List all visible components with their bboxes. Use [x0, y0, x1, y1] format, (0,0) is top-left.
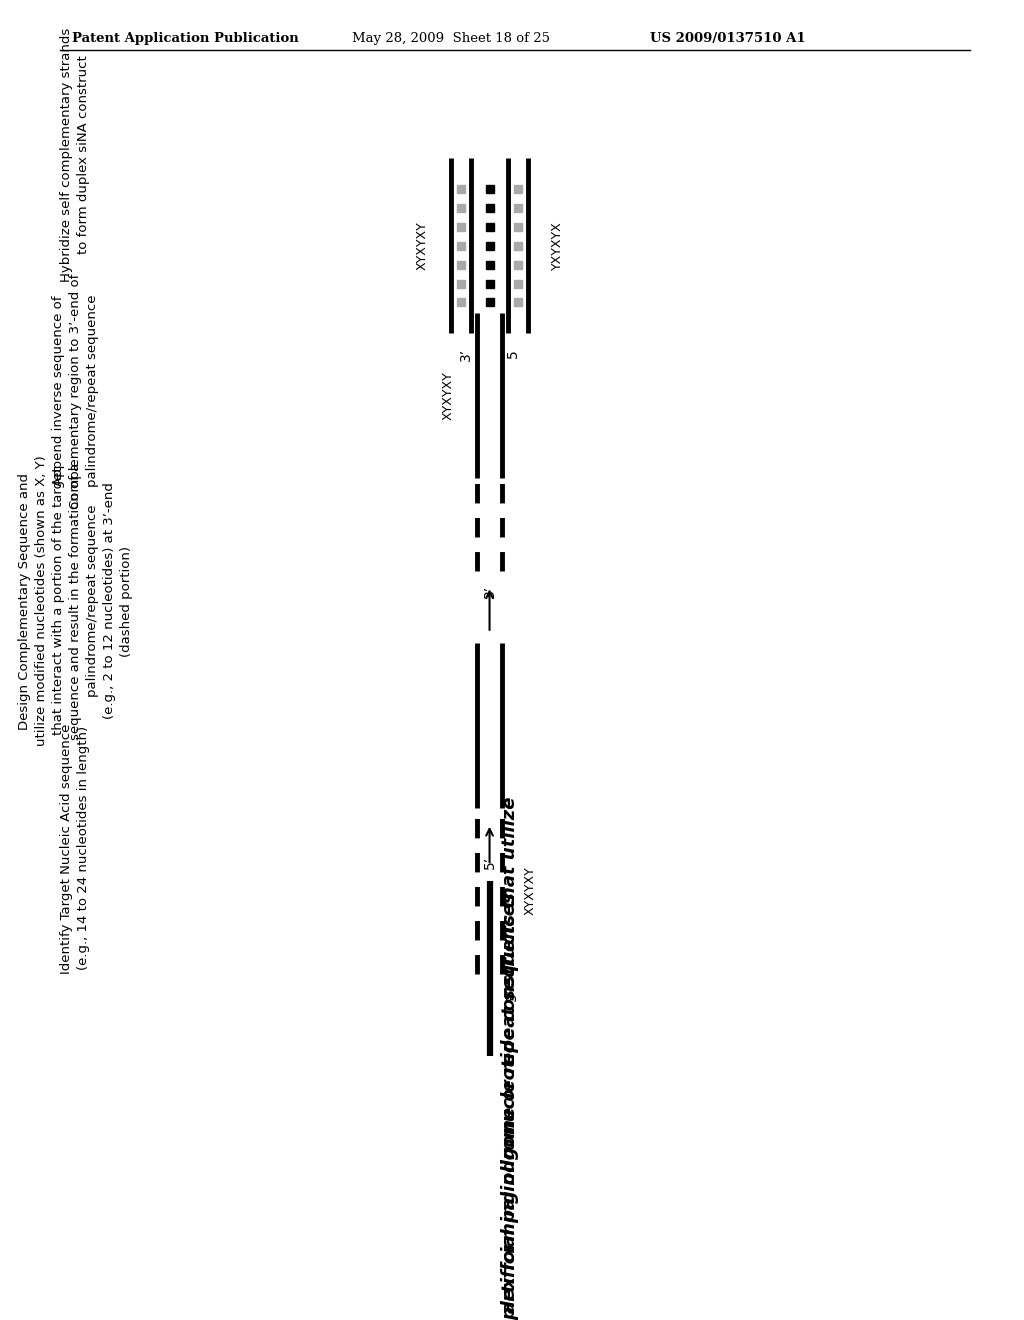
Bar [514, 298, 522, 306]
Bar [514, 260, 522, 268]
Text: Figure 15: Duplex forming oligonucleotide constructs that utilize: Figure 15: Duplex forming oligonucleotid… [501, 796, 519, 1320]
Bar [457, 242, 465, 249]
Bar [457, 203, 465, 211]
Text: Identify Target Nucleic Acid sequence
(e.g., 14 to 24 nucleotides in length): Identify Target Nucleic Acid sequence (e… [60, 723, 90, 974]
Bar [514, 203, 522, 211]
Bar [485, 280, 494, 288]
Bar [457, 280, 465, 288]
Text: 3’: 3’ [482, 585, 497, 598]
Text: XYXYXY: XYXYXY [524, 866, 537, 915]
Bar [485, 260, 494, 268]
Bar [514, 242, 522, 249]
Text: 5’: 5’ [482, 855, 497, 869]
Text: US 2009/0137510 A1: US 2009/0137510 A1 [650, 32, 806, 45]
Text: YXYXYX: YXYXYX [551, 222, 563, 271]
Bar [457, 185, 465, 193]
Bar [485, 298, 494, 306]
Text: Append inverse sequence of
Complementary region to 3’-end of
palindrome/repeat s: Append inverse sequence of Complementary… [52, 273, 98, 510]
Bar [514, 223, 522, 231]
Text: artificial palindrome or repeat sequences: artificial palindrome or repeat sequence… [501, 892, 519, 1313]
Text: 3’: 3’ [505, 987, 519, 1001]
Text: Patent Application Publication: Patent Application Publication [72, 32, 299, 45]
Bar [485, 223, 494, 231]
Text: XYXYXY: XYXYXY [442, 371, 455, 420]
Text: 5: 5 [506, 350, 520, 359]
Text: Hybridize self complementary strands
to form duplex siNA construct: Hybridize self complementary strands to … [60, 28, 90, 281]
Bar [457, 223, 465, 231]
Text: May 28, 2009  Sheet 18 of 25: May 28, 2009 Sheet 18 of 25 [352, 32, 550, 45]
Text: XYXYXY: XYXYXY [416, 222, 428, 271]
Bar [514, 185, 522, 193]
Text: 3’: 3’ [459, 347, 473, 360]
Bar [485, 203, 494, 211]
Bar [514, 280, 522, 288]
Bar [457, 260, 465, 268]
Bar [485, 242, 494, 249]
Bar [485, 185, 494, 193]
Bar [457, 298, 465, 306]
Text: Design Complementary Sequence and
utilize modified nucleotides (shown as X, Y)
t: Design Complementary Sequence and utiliz… [17, 455, 133, 746]
